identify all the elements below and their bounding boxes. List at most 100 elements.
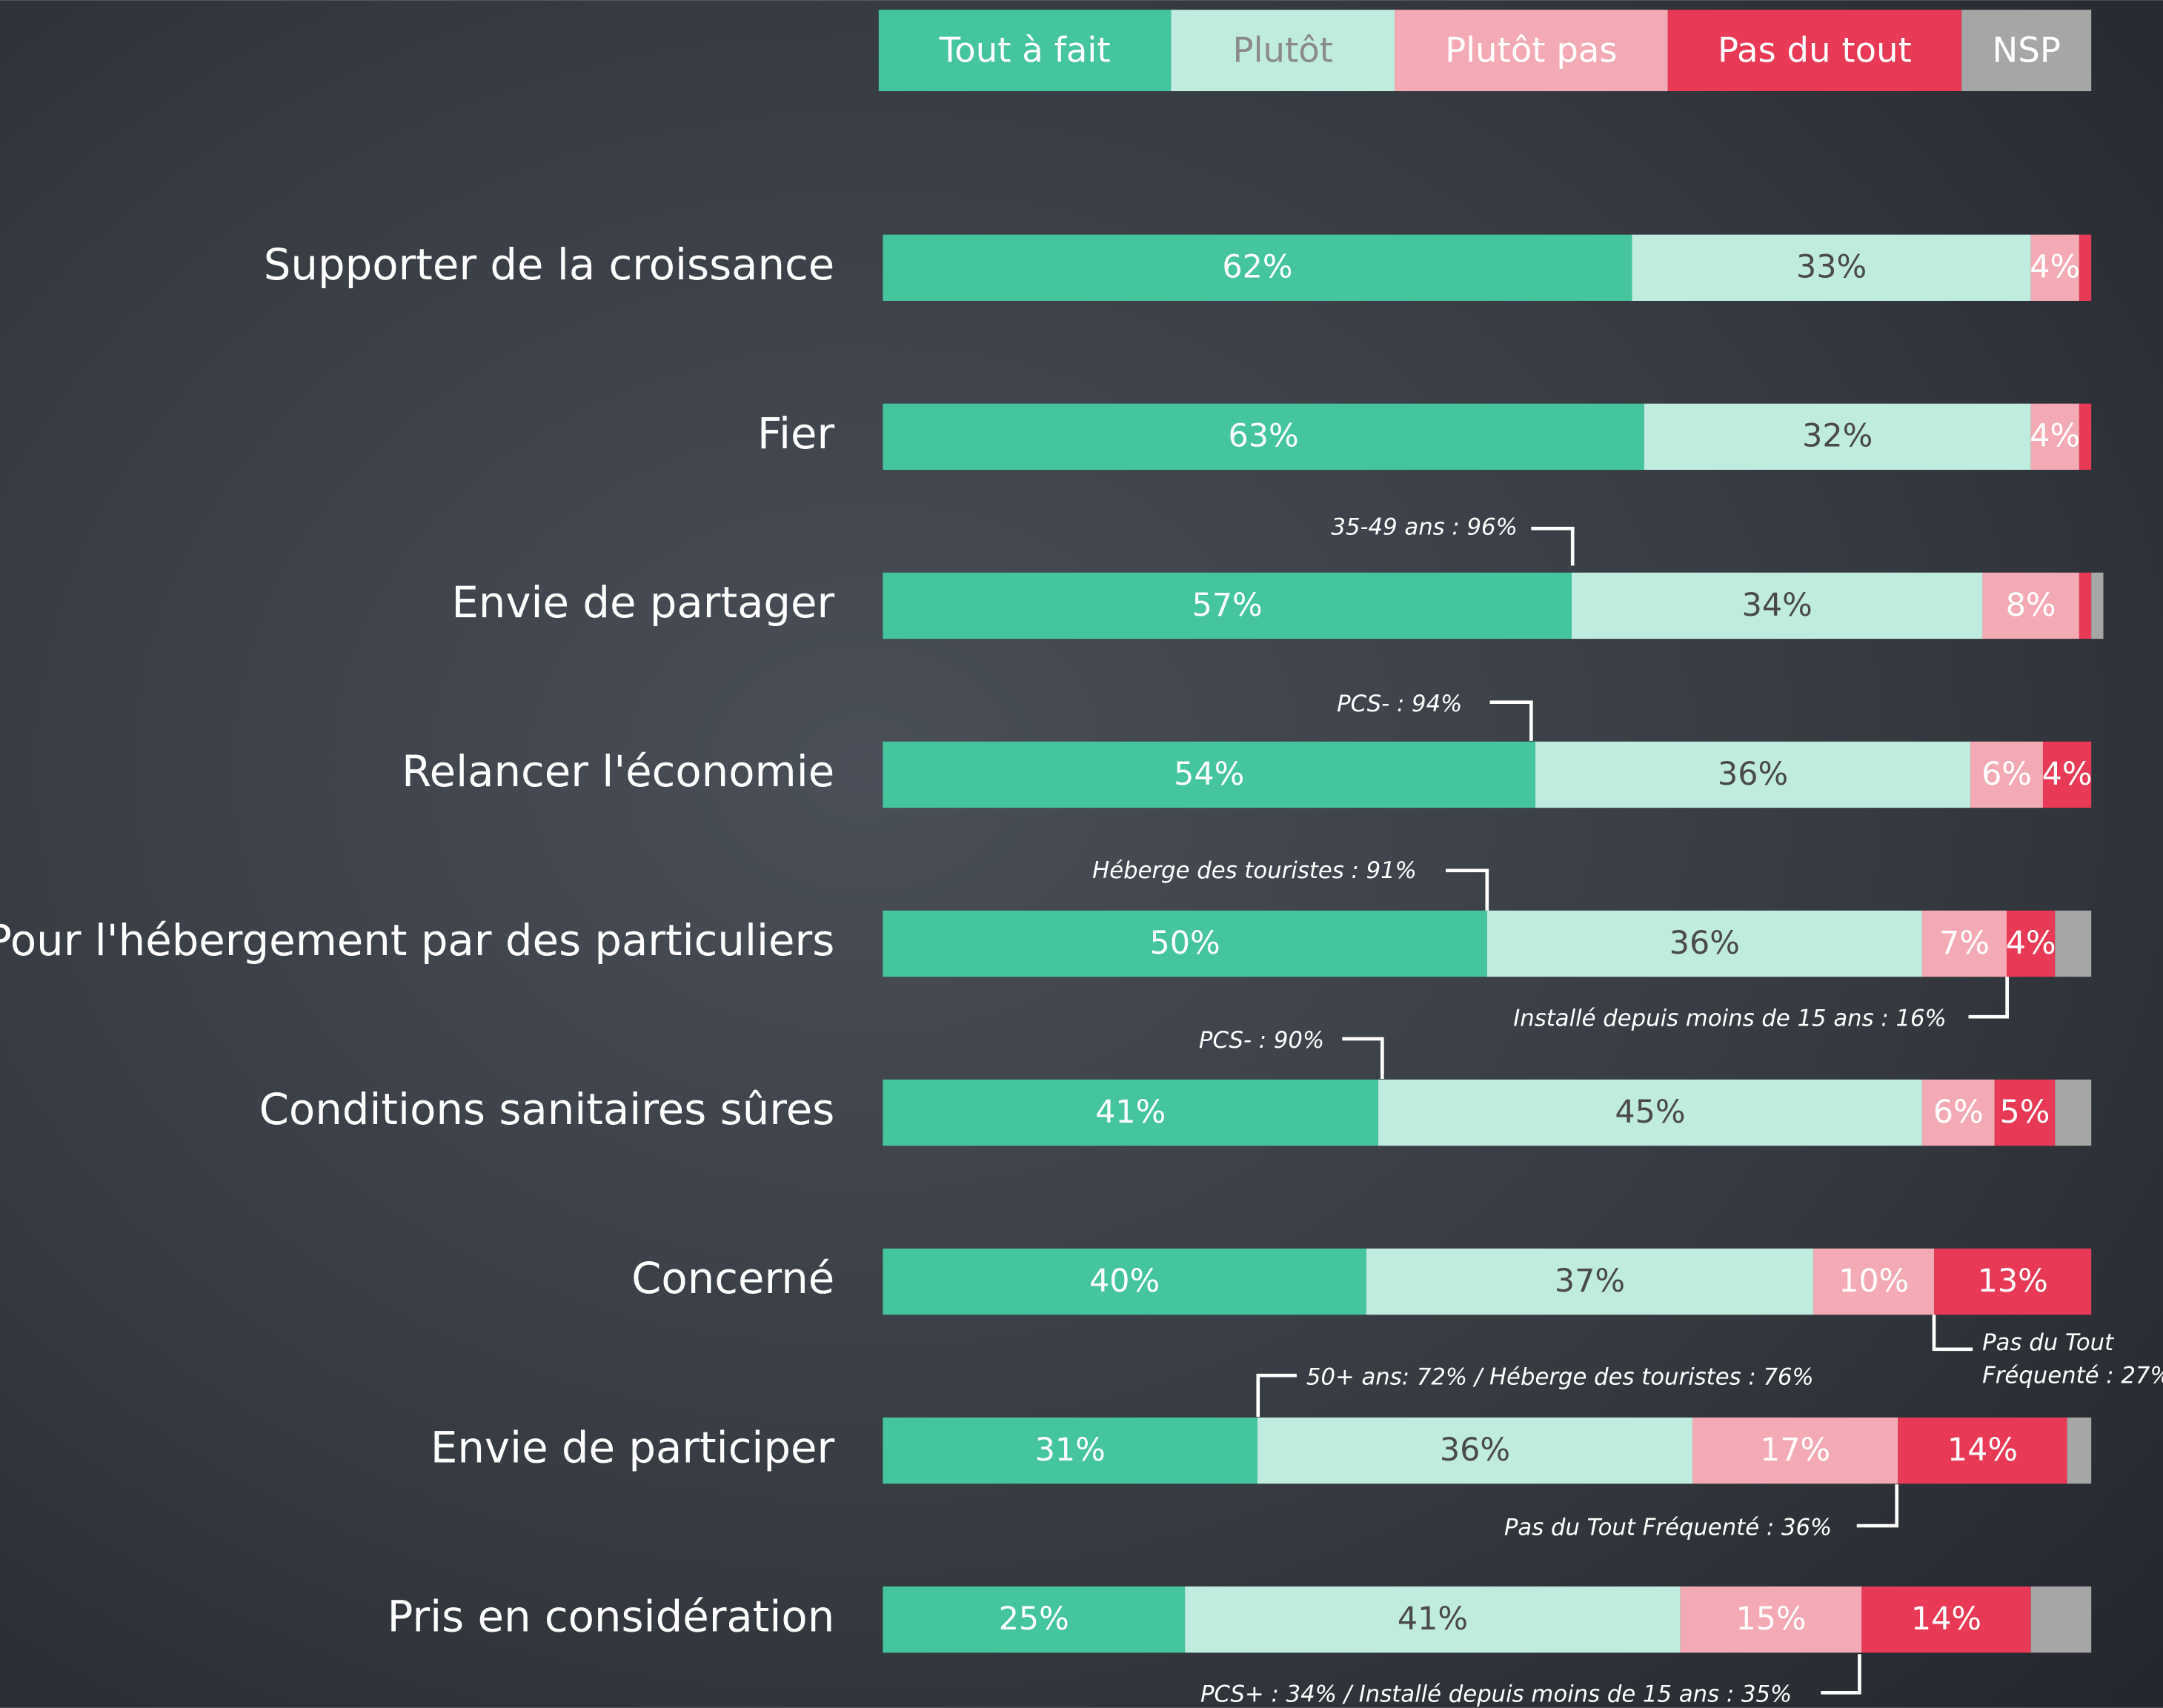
value-label: 15% [1735, 1601, 1806, 1638]
bar-segment [2079, 572, 2092, 639]
annotation-bracket [1342, 1037, 1384, 1079]
bar-segment [1934, 1248, 2092, 1315]
category-label: Pris en considération [388, 1591, 835, 1641]
bar-segment [1571, 572, 1983, 639]
value-label: 36% [1440, 1432, 1510, 1469]
bar-segment [1982, 572, 2079, 639]
bar-segment [2079, 403, 2092, 471]
value-label: 10% [1838, 1263, 1909, 1300]
category-label: Supporter de la croissance [264, 239, 834, 290]
value-label: 34% [1742, 587, 1813, 624]
bar-segment [2030, 403, 2079, 471]
category-label: Concerné [631, 1253, 834, 1303]
annotation: PCS+ : 34% / Installé depuis moins de 15… [1200, 1681, 1792, 1708]
bar-segment [883, 741, 1536, 808]
value-label: 33% [1796, 249, 1867, 286]
bar-segment [1921, 910, 2007, 977]
annotation-bracket [1821, 1654, 1861, 1695]
bar-segment [1692, 1417, 1898, 1484]
annotation-bracket [1445, 868, 1489, 911]
bar-segment [883, 910, 1487, 977]
annotation: PCS- : 90% [1199, 1027, 1324, 1054]
annotation: 50+ ans: 72% / Héberge des touristes : 7… [1306, 1363, 1814, 1390]
value-label: 4% [2042, 756, 2093, 793]
bar-segment [2079, 234, 2092, 301]
legend-label: NSP [1992, 30, 2060, 70]
annotation: Installé depuis moins de 15 ans : 16% [1513, 1005, 1946, 1031]
value-label: 50% [1150, 925, 1220, 962]
legend-label: Plutôt pas [1445, 30, 1618, 70]
value-label: 37% [1555, 1263, 1625, 1300]
bar-segment [1632, 234, 2031, 301]
value-label: 63% [1229, 418, 1299, 455]
category-label: Fier [757, 408, 835, 459]
value-label: 32% [1802, 418, 1873, 455]
bar-segment [1813, 1248, 1935, 1315]
legend-swatch [1395, 10, 1668, 92]
category-label: Conditions sanitaires sûres [259, 1084, 835, 1134]
legend-swatch [1667, 10, 1962, 92]
bar-segment [1644, 403, 2031, 471]
annotation-bracket [1531, 526, 1575, 566]
bar-segment [883, 234, 1632, 301]
bar-segment [1185, 1586, 1681, 1653]
bar-segment [883, 1417, 1257, 1484]
value-label: 25% [999, 1601, 1069, 1638]
value-label: 45% [1615, 1094, 1685, 1131]
bar-segment [2055, 910, 2092, 977]
bar-segment [1366, 1248, 1814, 1315]
bar-segment [2067, 1417, 2092, 1484]
category-label: Envie de participer [431, 1422, 835, 1472]
legend-label: Tout à fait [939, 30, 1111, 70]
value-label: 14% [1911, 1601, 1981, 1638]
legend-label: Pas du tout [1718, 30, 1912, 70]
bar-segment [1898, 1417, 2067, 1484]
annotation-bracket [1932, 1315, 1973, 1352]
annotation-bracket [1256, 1373, 1297, 1418]
value-label: 41% [1398, 1601, 1468, 1638]
value-label: 5% [2000, 1094, 2050, 1131]
bar-segment [2030, 234, 2079, 301]
value-label: 40% [1089, 1263, 1160, 1300]
bar-segment [1921, 1079, 1995, 1146]
annotation: Fréquenté : 27% [1982, 1363, 2163, 1389]
bar-segment [1535, 741, 1971, 808]
value-label: 7% [1939, 925, 1990, 962]
category-label: Pour l'hébergement par des particuliers [0, 915, 834, 966]
bar-segment [1994, 1079, 2056, 1146]
bar-segment [1680, 1586, 1862, 1653]
bar-segment [883, 1586, 1186, 1653]
value-label: 36% [1669, 925, 1740, 962]
category-label: Relancer l'économie [402, 746, 834, 797]
bar-segment [1861, 1586, 2031, 1653]
value-label: 4% [2030, 249, 2080, 286]
annotation: 35-49 ans : 96% [1331, 514, 1517, 541]
legend-swatch [1171, 10, 1395, 92]
annotation: PCS- : 94% [1337, 691, 1462, 717]
legend-swatch [878, 10, 1172, 92]
bar-segment [883, 1079, 1379, 1146]
bar-segment [1486, 910, 1922, 977]
value-label: 17% [1760, 1432, 1830, 1469]
bar-segment [1378, 1079, 1922, 1146]
value-label: 14% [1947, 1432, 2018, 1469]
value-label: 36% [1718, 756, 1788, 793]
value-label: 8% [2006, 587, 2056, 624]
value-label: 4% [2006, 925, 2056, 962]
annotation: Pas du Tout Fréquenté : 36% [1504, 1514, 1832, 1541]
bar-segment [883, 403, 1644, 471]
category-label: Envie de partager [451, 577, 834, 628]
legend-swatch [1961, 10, 2092, 92]
value-label: 57% [1192, 587, 1263, 624]
value-label: 54% [1174, 756, 1244, 793]
annotation: Pas du Tout [1982, 1329, 2114, 1356]
annotation-bracket [1856, 1484, 1899, 1528]
bar-segment [2030, 1586, 2092, 1653]
annotation-bracket [1489, 700, 1533, 741]
legend-label: Plutôt [1233, 30, 1333, 70]
bar-segment [2007, 910, 2056, 977]
annotation: Héberge des touristes : 91% [1092, 857, 1417, 884]
value-label: 6% [1981, 756, 2032, 793]
value-label: 13% [1978, 1263, 2048, 1300]
